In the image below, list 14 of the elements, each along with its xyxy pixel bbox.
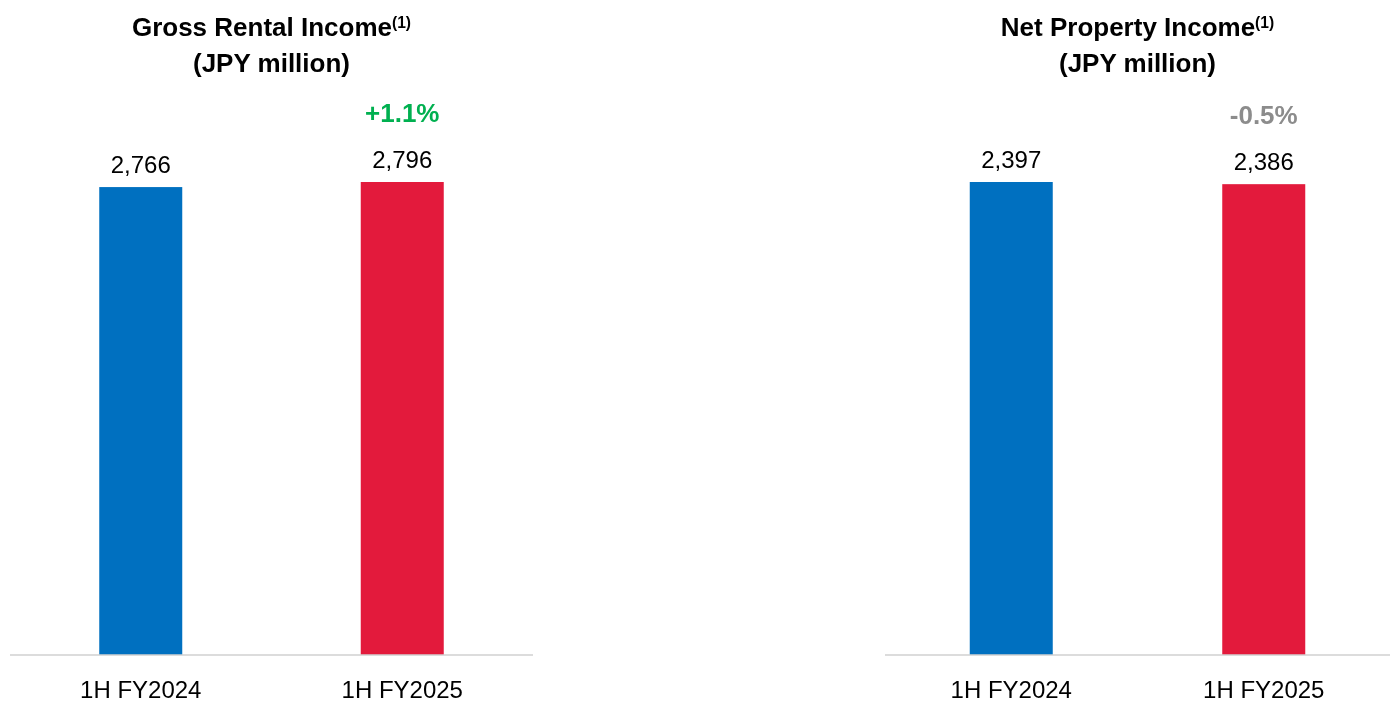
- x-tick-label: 1H FY2025: [1203, 676, 1325, 701]
- data-label: 2,386: [1233, 148, 1294, 176]
- chart-subtitle: (JPY million): [193, 48, 350, 78]
- x-tick-label: 1H FY2024: [950, 676, 1072, 701]
- data-label: 2,766: [110, 151, 171, 179]
- chart-title: Net Property Income$^{(1)}$: [1000, 12, 1275, 42]
- x-tick-label: 1H FY2025: [341, 676, 463, 701]
- chart-title: Gross Rental Income$^{(1)}$: [131, 12, 412, 42]
- annotation: +1.1%: [365, 98, 440, 128]
- annotation: -0.5%: [1229, 100, 1298, 131]
- data-label: 2,397: [981, 146, 1042, 173]
- x-tick-label: 1H FY2024: [80, 676, 202, 701]
- chart-subtitle: (JPY million): [1059, 48, 1216, 78]
- data-label: 2,796: [372, 146, 433, 173]
